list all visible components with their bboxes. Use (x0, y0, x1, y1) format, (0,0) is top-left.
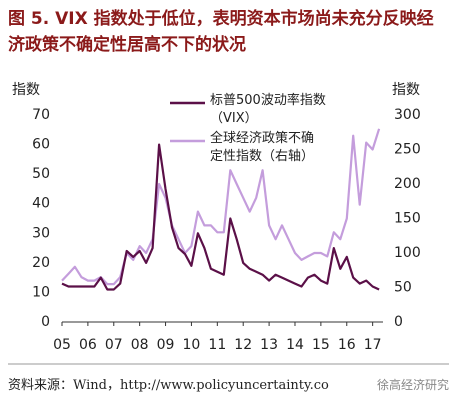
x-tick-label: 10 (183, 337, 201, 353)
y2-tick-label: 250 (394, 142, 421, 158)
y2-tick-label: 0 (394, 314, 403, 330)
x-tick-label: 16 (338, 337, 356, 353)
y-tick-label: 60 (32, 137, 50, 153)
x-tick-label: 14 (286, 337, 304, 353)
chart-title: 图 5. VIX 指数处于低位，表明资本市场尚未充分反映经济政策不确定性居高不下… (8, 9, 434, 55)
y-tick-label: 10 (32, 284, 50, 300)
y2-tick-label: 100 (394, 245, 421, 261)
x-tick-label: 08 (131, 337, 149, 353)
y-tick-label: 20 (32, 255, 50, 271)
y-tick-label: 0 (41, 314, 50, 330)
y-axis-label: 指数 (12, 82, 40, 98)
y2-tick-label: 150 (394, 211, 421, 227)
x-tick-label: 13 (260, 337, 278, 353)
legend-label: 全球经济政策不确定性指数（右轴） (210, 131, 315, 164)
y-tick-label: 70 (32, 107, 50, 123)
y-tick-label: 50 (32, 166, 50, 182)
y-tick-label: 30 (32, 225, 50, 241)
y2-tick-label: 50 (394, 280, 412, 296)
series-line (61, 128, 381, 286)
legend-label: 标普500波动率指数（VIX） (210, 93, 326, 126)
x-tick-label: 17 (364, 337, 382, 353)
y2-axis-label: 指数 (392, 82, 420, 98)
series-line (61, 143, 380, 291)
x-tick-label: 06 (79, 337, 97, 353)
y-tick-label: 40 (32, 196, 50, 212)
y2-tick-label: 200 (394, 176, 421, 192)
x-tick-label: 15 (312, 337, 330, 353)
x-tick-label: 09 (157, 337, 175, 353)
x-tick-label: 12 (234, 337, 252, 353)
watermark: 徐高经济研究 (374, 376, 451, 393)
y2-tick-label: 300 (394, 107, 421, 123)
x-tick-label: 11 (208, 337, 226, 353)
x-tick-label: 07 (105, 337, 123, 353)
source: 资料来源：Wind，http://www.policyuncertainty.c… (8, 378, 329, 393)
x-tick-label: 05 (53, 337, 71, 353)
